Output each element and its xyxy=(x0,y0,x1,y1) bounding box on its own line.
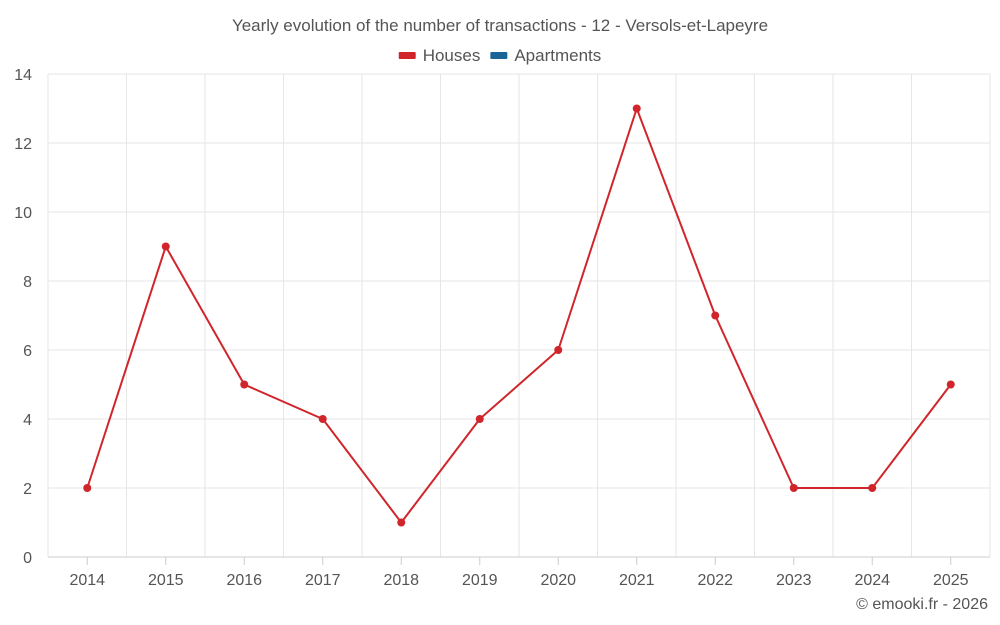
legend: Houses Apartments xyxy=(398,46,601,65)
data-point-houses[interactable] xyxy=(946,380,955,389)
x-tick-label: 2015 xyxy=(148,572,184,589)
y-tick-label: 0 xyxy=(23,550,32,567)
legend-swatch xyxy=(398,52,416,59)
x-tick-label: 2024 xyxy=(854,572,890,589)
y-tick-label: 8 xyxy=(23,274,32,291)
grid xyxy=(47,73,991,557)
x-tick-label: 2019 xyxy=(462,572,498,589)
x-tick-label: 2014 xyxy=(69,572,105,589)
data-point-houses[interactable] xyxy=(240,380,249,389)
legend-item-houses[interactable]: Houses xyxy=(398,46,481,65)
y-axis: 0 2 4 6 8 10 12 14 xyxy=(14,67,32,567)
y-tick-label: 2 xyxy=(23,481,32,498)
data-point-houses[interactable] xyxy=(397,518,406,527)
y-tick-label: 10 xyxy=(14,205,32,222)
x-tick-label: 2018 xyxy=(383,572,419,589)
x-tick-label: 2023 xyxy=(776,572,812,589)
data-point-houses[interactable] xyxy=(161,242,170,251)
data-point-houses[interactable] xyxy=(789,484,798,492)
x-tick-label: 2016 xyxy=(226,572,262,589)
y-tick-label: 12 xyxy=(14,136,32,153)
legend-label: Houses xyxy=(423,46,481,65)
series-line-houses xyxy=(86,107,952,524)
data-point-houses[interactable] xyxy=(318,415,327,423)
y-tick-label: 4 xyxy=(23,412,32,429)
x-tick-label: 2020 xyxy=(540,572,576,589)
chart-title: Yearly evolution of the number of transa… xyxy=(232,16,768,35)
legend-item-apartments[interactable]: Apartments xyxy=(490,46,601,65)
y-tick-label: 6 xyxy=(23,343,32,360)
x-tick-label: 2021 xyxy=(619,572,655,589)
legend-label: Apartments xyxy=(514,46,601,65)
x-axis: 2014 2015 2016 2017 2018 2019 2020 2021 2022 2023… xyxy=(48,556,990,589)
x-tick-label: 2022 xyxy=(697,572,733,589)
data-point-houses[interactable] xyxy=(711,311,720,320)
data-point-houses[interactable] xyxy=(554,346,563,354)
y-tick-label: 14 xyxy=(14,67,32,84)
data-point-houses[interactable] xyxy=(868,484,877,492)
legend-swatch xyxy=(490,52,508,59)
data-point-houses[interactable] xyxy=(83,484,92,492)
data-point-houses[interactable] xyxy=(632,104,641,113)
series-layer xyxy=(83,104,955,527)
credit-text: © emooki.fr - 2026 xyxy=(856,596,988,613)
data-point-houses[interactable] xyxy=(475,415,484,423)
x-tick-label: 2025 xyxy=(933,572,969,589)
x-tick-label: 2017 xyxy=(305,572,341,589)
